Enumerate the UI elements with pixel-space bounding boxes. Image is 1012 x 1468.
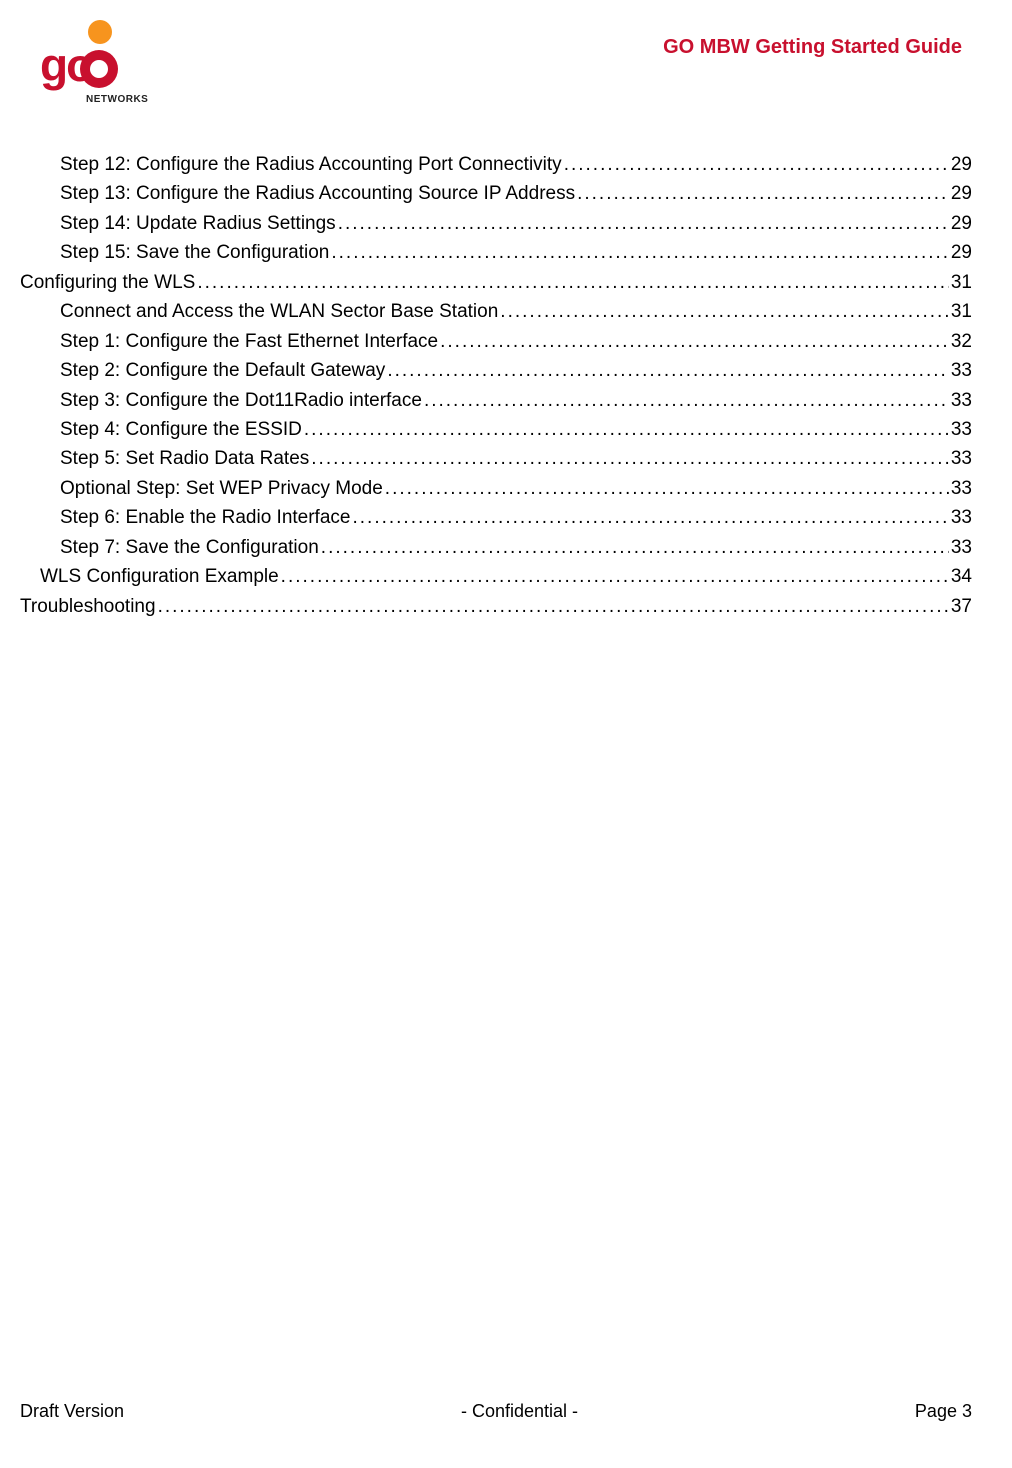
toc-entry-title: Step 15: Save the Configuration: [60, 238, 329, 267]
toc-leader-dots: [385, 474, 949, 503]
toc-entry-title: Step 7: Save the Configuration: [60, 533, 319, 562]
toc-leader-dots: [500, 297, 949, 326]
toc-entry-title: Step 5: Set Radio Data Rates: [60, 444, 309, 473]
toc-entry-page: 33: [951, 503, 972, 532]
footer-center: - Confidential -: [461, 1401, 578, 1422]
toc-leader-dots: [424, 386, 949, 415]
toc-entry-title: Step 14: Update Radius Settings: [60, 209, 336, 238]
logo-o-shape: [80, 50, 118, 88]
toc-leader-dots: [352, 503, 948, 532]
toc-entry-page: 33: [951, 386, 972, 415]
toc-leader-dots: [311, 444, 949, 473]
toc-entry-title: WLS Configuration Example: [40, 562, 279, 591]
logo: go NETWORKS: [40, 20, 160, 120]
toc-entry-page: 29: [951, 209, 972, 238]
toc-entry-page: 31: [951, 268, 972, 297]
table-of-contents: Step 12: Configure the Radius Accounting…: [20, 150, 992, 621]
toc-entry: Configuring the WLS 31: [20, 268, 972, 297]
toc-entry-page: 37: [951, 592, 972, 621]
toc-entry-title: Step 3: Configure the Dot11Radio interfa…: [60, 386, 422, 415]
toc-entry-title: Step 2: Configure the Default Gateway: [60, 356, 385, 385]
document-title: GO MBW Getting Started Guide: [663, 36, 962, 59]
toc-entry-title: Configuring the WLS: [20, 268, 195, 297]
toc-leader-dots: [321, 533, 949, 562]
toc-entry-page: 31: [951, 297, 972, 326]
toc-entry: Connect and Access the WLAN Sector Base …: [20, 297, 972, 326]
footer-left: Draft Version: [20, 1401, 124, 1422]
toc-entry-page: 33: [951, 415, 972, 444]
toc-leader-dots: [338, 209, 949, 238]
toc-entry-page: 33: [951, 533, 972, 562]
toc-entry-title: Optional Step: Set WEP Privacy Mode: [60, 474, 383, 503]
toc-entry-page: 29: [951, 238, 972, 267]
toc-leader-dots: [331, 238, 949, 267]
toc-entry: Step 3: Configure the Dot11Radio interfa…: [20, 386, 972, 415]
toc-entry: Troubleshooting 37: [20, 592, 972, 621]
toc-entry-title: Step 6: Enable the Radio Interface: [60, 503, 350, 532]
toc-leader-dots: [304, 415, 949, 444]
toc-entry-page: 29: [951, 179, 972, 208]
toc-entry-title: Troubleshooting: [20, 592, 156, 621]
toc-entry: Step 7: Save the Configuration 33: [20, 533, 972, 562]
toc-leader-dots: [387, 356, 949, 385]
toc-leader-dots: [158, 592, 949, 621]
toc-entry-title: Step 4: Configure the ESSID: [60, 415, 302, 444]
toc-entry: Step 6: Enable the Radio Interface 33: [20, 503, 972, 532]
toc-entry: Step 13: Configure the Radius Accounting…: [20, 179, 972, 208]
toc-entry: Optional Step: Set WEP Privacy Mode 33: [20, 474, 972, 503]
toc-entry-title: Connect and Access the WLAN Sector Base …: [60, 297, 498, 326]
toc-entry-page: 34: [951, 562, 972, 591]
toc-entry-title: Step 1: Configure the Fast Ethernet Inte…: [60, 327, 438, 356]
toc-entry: Step 12: Configure the Radius Accounting…: [20, 150, 972, 179]
toc-entry: Step 2: Configure the Default Gateway 33: [20, 356, 972, 385]
toc-leader-dots: [281, 562, 949, 591]
page-footer: Draft Version - Confidential - Page 3: [20, 1401, 972, 1422]
toc-entry-page: 33: [951, 356, 972, 385]
toc-entry: Step 14: Update Radius Settings 29: [20, 209, 972, 238]
toc-entry-page: 29: [951, 150, 972, 179]
footer-right: Page 3: [915, 1401, 972, 1422]
page: go NETWORKS GO MBW Getting Started Guide…: [0, 0, 1012, 1468]
toc-entry-page: 33: [951, 474, 972, 503]
toc-entry-page: 33: [951, 444, 972, 473]
toc-entry-title: Step 12: Configure the Radius Accounting…: [60, 150, 562, 179]
logo-text-networks: NETWORKS: [86, 94, 148, 105]
toc-leader-dots: [577, 179, 949, 208]
toc-entry: Step 1: Configure the Fast Ethernet Inte…: [20, 327, 972, 356]
toc-entry: Step 5: Set Radio Data Rates 33: [20, 444, 972, 473]
toc-entry-title: Step 13: Configure the Radius Accounting…: [60, 179, 575, 208]
toc-entry: WLS Configuration Example 34: [20, 562, 972, 591]
page-header: go NETWORKS GO MBW Getting Started Guide: [20, 20, 992, 150]
toc-entry: Step 4: Configure the ESSID 33: [20, 415, 972, 444]
toc-entry-page: 32: [951, 327, 972, 356]
toc-entry: Step 15: Save the Configuration 29: [20, 238, 972, 267]
toc-leader-dots: [564, 150, 949, 179]
toc-leader-dots: [440, 327, 949, 356]
toc-leader-dots: [197, 268, 949, 297]
